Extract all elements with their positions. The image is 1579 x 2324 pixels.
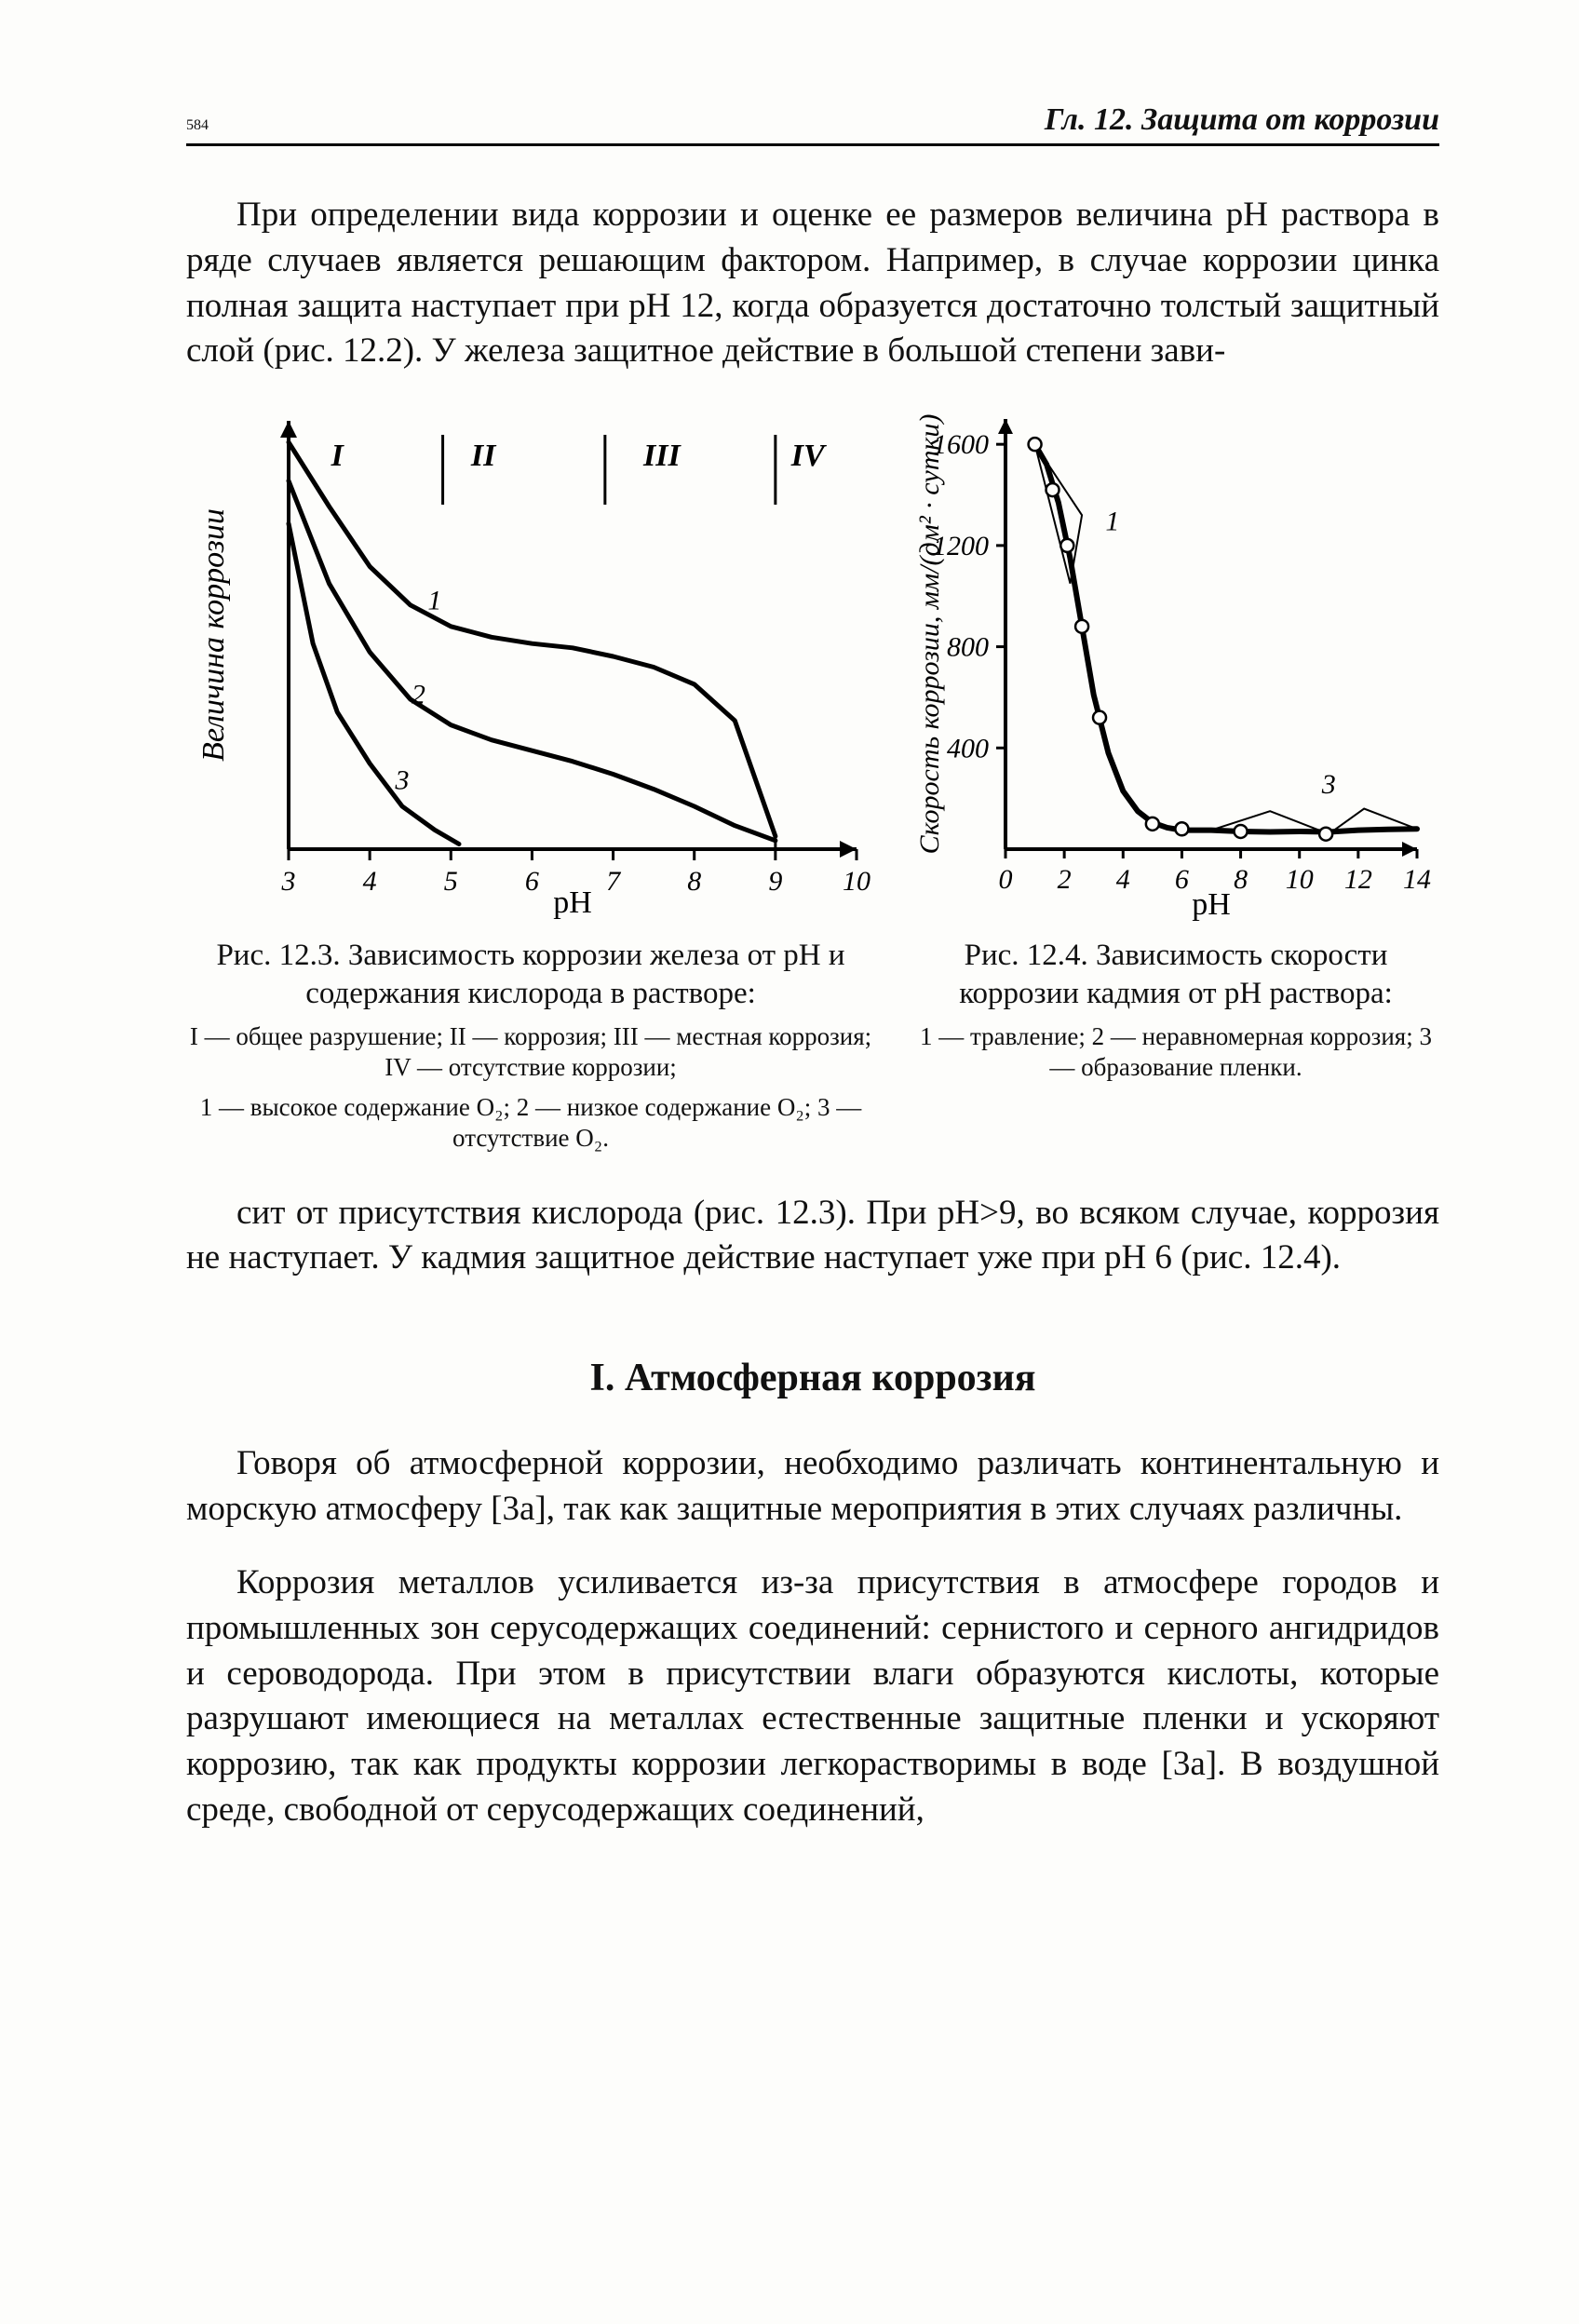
legend-text: 1 — высокое содержание O₂; 2 — низкое со… [200, 1093, 862, 1152]
svg-text:7: 7 [606, 866, 622, 897]
svg-text:2: 2 [1058, 864, 1072, 895]
legend-text: 1 — травление; 2 — неравномерная коррози… [920, 1022, 1432, 1081]
svg-text:9: 9 [768, 866, 782, 897]
svg-text:6: 6 [525, 866, 539, 897]
svg-text:3: 3 [1321, 770, 1336, 801]
page-header: 584 Гл. 12. Защита от коррозии [186, 102, 1439, 146]
svg-text:II: II [470, 439, 497, 473]
paragraph-4: Коррозия металлов усиливается из-за прис… [186, 1561, 1439, 1833]
figures-row: 345678910pHВеличина коррозииIIIIIIIV123 … [186, 402, 1439, 1153]
chart-12-3: 345678910pHВеличина коррозииIIIIIIIV123 [186, 402, 875, 924]
svg-text:III: III [642, 439, 682, 473]
svg-text:pH: pH [1192, 887, 1231, 922]
svg-text:8: 8 [1234, 864, 1248, 895]
svg-text:Величина коррозии: Величина коррозии [196, 508, 231, 762]
running-head: Гл. 12. Защита от коррозии [1045, 102, 1439, 138]
svg-text:1: 1 [427, 586, 441, 616]
paragraph-3: Говоря об атмосферной коррозии, необходи… [186, 1441, 1439, 1533]
svg-text:10: 10 [843, 866, 870, 897]
svg-text:pH: pH [553, 885, 592, 920]
page-number: 584 [186, 117, 209, 134]
svg-text:6: 6 [1175, 864, 1189, 895]
svg-text:800: 800 [947, 632, 989, 663]
svg-text:400: 400 [947, 734, 989, 764]
figure-12-4-legend: 1 — травление; 2 — неравномерная коррози… [912, 1021, 1439, 1083]
figure-12-3-caption: Рис. 12.3. Зависимость коррозии железа о… [186, 937, 875, 1012]
svg-text:5: 5 [444, 866, 458, 897]
svg-text:2: 2 [412, 680, 425, 710]
svg-text:3: 3 [281, 866, 296, 897]
svg-text:1: 1 [1105, 507, 1119, 537]
legend-text: I — общее разрушение; II — коррозия; III… [190, 1022, 871, 1081]
svg-text:I: I [331, 439, 345, 473]
svg-text:12: 12 [1344, 864, 1372, 895]
chart-12-4: 0246810121440080012001600pHСкорость корр… [912, 402, 1434, 924]
svg-text:3: 3 [395, 765, 410, 796]
svg-text:4: 4 [1116, 864, 1130, 895]
svg-text:IV: IV [790, 439, 827, 473]
svg-text:14: 14 [1403, 864, 1431, 895]
section-heading: I. Атмосферная коррозия [186, 1356, 1439, 1400]
figure-12-4: 0246810121440080012001600pHСкорость корр… [912, 402, 1439, 1082]
svg-text:4: 4 [363, 866, 377, 897]
paragraph-2: сит от присутствия кислорода (рис. 12.3)… [186, 1191, 1439, 1282]
page: 584 Гл. 12. Защита от коррозии При опред… [0, 0, 1579, 2324]
paragraph-1: При определении вида коррозии и оценке е… [186, 193, 1439, 374]
figure-12-4-caption: Рис. 12.4. Зависимость скорости коррозии… [912, 937, 1439, 1012]
figure-12-3-legend-b: 1 — высокое содержание O₂; 2 — низкое со… [186, 1092, 875, 1154]
svg-text:0: 0 [999, 864, 1013, 895]
svg-text:Скорость коррозии, мм/(дм² · с: Скорость коррозии, мм/(дм² · сутки) [914, 414, 945, 855]
figure-12-3: 345678910pHВеличина коррозииIIIIIIIV123 … [186, 402, 875, 1153]
svg-text:10: 10 [1286, 864, 1314, 895]
figure-12-3-legend-a: I — общее разрушение; II — коррозия; III… [186, 1021, 875, 1083]
svg-text:8: 8 [687, 866, 701, 897]
